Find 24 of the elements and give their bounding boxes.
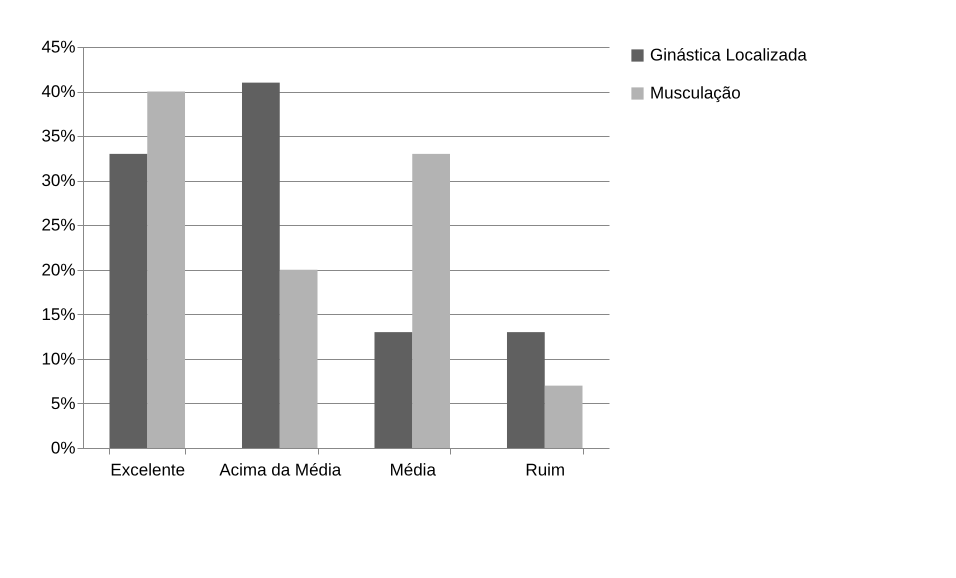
y-tick-label: 45%	[41, 38, 76, 56]
bar	[506, 332, 545, 448]
y-tick-label: 40%	[41, 82, 76, 102]
y-tick-label: 20%	[41, 260, 76, 280]
bar	[242, 82, 280, 448]
y-tick-label: 0%	[50, 438, 76, 458]
x-tick-label: Excelente	[110, 460, 186, 480]
bar	[110, 154, 148, 448]
bar	[147, 92, 186, 448]
bar	[280, 270, 318, 448]
y-tick-label: 5%	[50, 394, 76, 413]
bar	[544, 386, 582, 448]
y-tick-label: 15%	[41, 304, 76, 324]
legend-label: Musculação	[650, 84, 741, 102]
bar	[374, 332, 412, 448]
x-tick-label: Média	[390, 460, 436, 480]
legend-label: Ginástica Localizada	[650, 46, 808, 64]
x-tick-label: Ruim	[525, 460, 566, 480]
y-tick-label: 35%	[41, 126, 76, 146]
bar	[412, 154, 450, 448]
x-tick-label: Acima da Média	[219, 460, 342, 480]
y-tick-label: 10%	[41, 349, 76, 368]
y-tick-label: 30%	[41, 171, 76, 190]
y-tick-label: 25%	[41, 216, 76, 235]
